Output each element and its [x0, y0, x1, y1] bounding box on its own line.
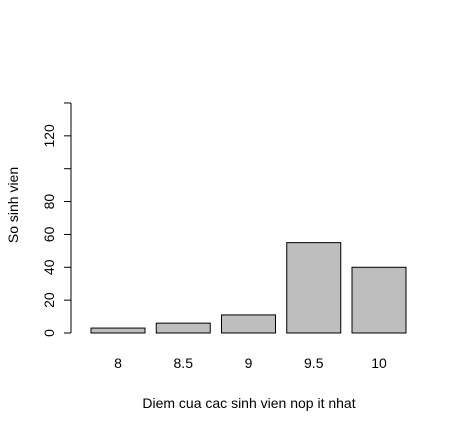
- bar-9: [221, 314, 276, 334]
- x-tick-label: 8.5: [174, 355, 194, 371]
- x-tick-label: 9.5: [304, 355, 324, 371]
- y-tick-label: 20: [41, 292, 57, 308]
- x-axis-title: Diem cua cac sinh vien nop it nhat: [142, 395, 355, 411]
- x-tick-label: 9: [245, 355, 253, 371]
- y-tick-label: 0: [41, 329, 57, 337]
- x-tick-labels: 8 8.5 9 9.5 10: [114, 355, 387, 371]
- x-tick-label: 10: [371, 355, 387, 371]
- bars-group: [90, 242, 407, 334]
- y-tick-label: 40: [41, 259, 57, 275]
- bar-8.5: [155, 322, 211, 334]
- x-tick-label: 8: [114, 355, 122, 371]
- bar-9.5: [286, 242, 342, 334]
- y-axis-title: So sinh vien: [5, 167, 21, 243]
- y-axis: 0 20 40 60 80 120: [41, 102, 72, 337]
- y-tick-label: 80: [41, 194, 57, 210]
- bar-8: [90, 327, 146, 334]
- bar-10: [351, 266, 407, 334]
- y-tick-label: 60: [41, 226, 57, 242]
- y-tick-label: 120: [41, 124, 57, 148]
